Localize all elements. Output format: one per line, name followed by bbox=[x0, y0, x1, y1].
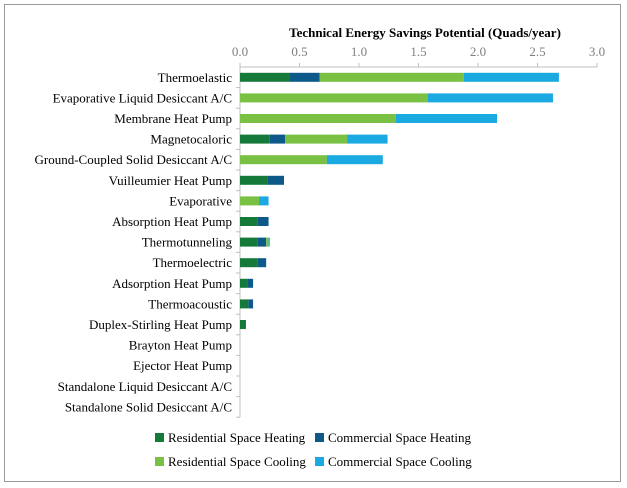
x-tick-label: 2.5 bbox=[529, 44, 545, 59]
category-label: Brayton Heat Pump bbox=[129, 338, 232, 353]
bar-segment bbox=[289, 72, 320, 82]
bar-segment bbox=[266, 237, 269, 247]
bar-chart: Technical Energy Savings Potential (Quad… bbox=[34, 25, 605, 469]
legend-swatch bbox=[155, 433, 164, 442]
bar-segment bbox=[259, 196, 269, 206]
x-tick-label: 0.0 bbox=[232, 44, 248, 59]
category-label: Thermoelectric bbox=[153, 255, 233, 270]
category-label: Duplex-Stirling Heat Pump bbox=[89, 317, 232, 332]
category-label: Ground-Coupled Solid Desiccant A/C bbox=[34, 152, 232, 167]
bar-segment bbox=[240, 72, 290, 82]
bar-segment bbox=[257, 258, 267, 268]
bar-segment bbox=[240, 258, 258, 268]
x-tick-label: 3.0 bbox=[589, 44, 605, 59]
category-label: Absorption Heat Pump bbox=[112, 214, 232, 229]
bar-segment bbox=[269, 134, 286, 144]
bar-segment bbox=[247, 278, 254, 288]
bar-segment bbox=[463, 72, 559, 82]
x-tick-label: 2.0 bbox=[470, 44, 486, 59]
bar-segment bbox=[240, 175, 268, 185]
x-tick-label: 0.5 bbox=[291, 44, 307, 59]
legend-swatch bbox=[315, 457, 324, 466]
bar-segment bbox=[240, 278, 248, 288]
category-label: Standalone Solid Desiccant A/C bbox=[65, 399, 232, 414]
legend-label: Commercial Space Cooling bbox=[328, 454, 472, 469]
category-label: Thermotunneling bbox=[142, 235, 233, 250]
bar-segment bbox=[240, 196, 260, 206]
bar-segment bbox=[326, 155, 383, 165]
bar-segment bbox=[240, 320, 246, 329]
bar-segment bbox=[267, 175, 285, 185]
category-label: Evaporative Liquid Desiccant A/C bbox=[53, 90, 232, 105]
category-label: Thermoelastic bbox=[158, 70, 233, 85]
category-label: Vuilleumier Heat Pump bbox=[109, 173, 232, 188]
bar-segment bbox=[257, 217, 269, 226]
legend-swatch bbox=[155, 457, 164, 466]
legend-swatch bbox=[315, 433, 324, 442]
category-label: Thermoacoustic bbox=[148, 296, 232, 311]
x-tick-label: 1.5 bbox=[410, 44, 426, 59]
category-label: Standalone Liquid Desiccant A/C bbox=[58, 379, 232, 394]
category-label: Ejector Heat Pump bbox=[133, 358, 232, 373]
category-label: Evaporative bbox=[169, 193, 232, 208]
legend-label: Residential Space Heating bbox=[168, 430, 306, 445]
chart-frame: Technical Energy Savings Potential (Quad… bbox=[4, 4, 621, 482]
legend-label: Residential Space Cooling bbox=[168, 454, 306, 469]
legend-label: Commercial Space Heating bbox=[328, 430, 471, 445]
bar-segment bbox=[347, 134, 388, 144]
bar-segment bbox=[240, 299, 249, 309]
bar-segment bbox=[248, 299, 254, 309]
chart-title: Technical Energy Savings Potential (Quad… bbox=[289, 25, 561, 40]
bar-segment bbox=[240, 237, 258, 247]
bar-segment bbox=[257, 237, 267, 247]
category-label: Membrane Heat Pump bbox=[114, 111, 232, 126]
bar-segment bbox=[428, 93, 553, 103]
x-tick-label: 1.0 bbox=[351, 44, 367, 59]
bar-segment bbox=[240, 155, 327, 165]
bar-segment bbox=[240, 93, 429, 103]
category-label: Adsorption Heat Pump bbox=[112, 276, 232, 291]
category-label: Magnetocaloric bbox=[150, 132, 232, 147]
bar-segment bbox=[240, 134, 270, 144]
bar-segment bbox=[285, 134, 348, 144]
bar-segment bbox=[395, 114, 498, 123]
bar-segment bbox=[319, 72, 464, 82]
bar-segment bbox=[240, 114, 396, 123]
bar-segment bbox=[240, 217, 258, 226]
bar-segment bbox=[268, 237, 270, 247]
